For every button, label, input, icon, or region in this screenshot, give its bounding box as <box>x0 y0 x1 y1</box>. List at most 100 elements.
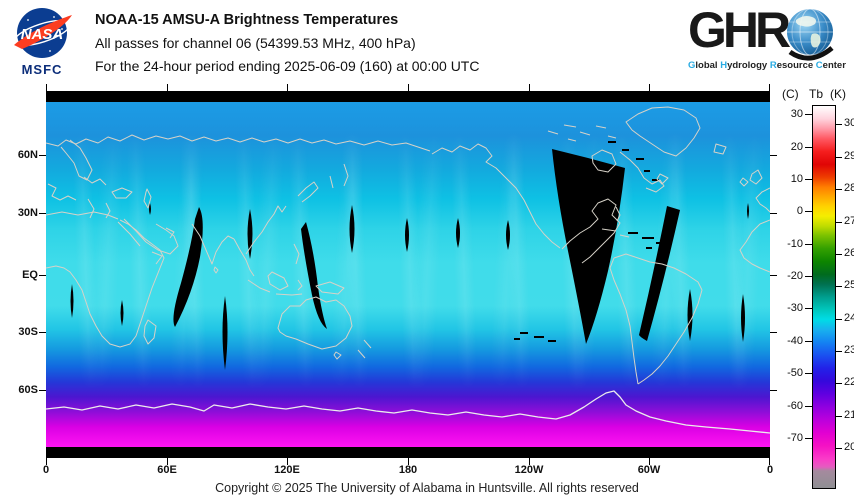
page-title: NOAA-15 AMSU-A Brightness Temperatures <box>95 12 399 28</box>
y-axis-tick <box>770 332 777 333</box>
x-axis-tick <box>46 458 47 465</box>
x-axis-tick <box>769 84 770 91</box>
coastline-overlay <box>46 106 770 385</box>
kelvin-tick <box>836 124 842 125</box>
kelvin-tick-label: 300 <box>844 117 854 129</box>
x-axis-tick <box>167 458 168 465</box>
colorbar-title: Tb <box>809 87 824 101</box>
y-axis-label: EQ <box>22 269 38 281</box>
y-axis-tick <box>770 390 777 391</box>
celsius-tick-label: -60 <box>787 400 803 412</box>
antarctica-coastline <box>46 390 770 434</box>
x-axis-label: 120W <box>514 464 544 476</box>
map-temperature-field <box>46 91 770 458</box>
y-axis-tick <box>39 390 46 391</box>
celsius-tick <box>805 308 812 309</box>
kelvin-tick <box>836 383 842 384</box>
kelvin-tick-label: 230 <box>844 344 854 356</box>
celsius-tick-label: -50 <box>787 367 803 379</box>
y-axis-label: 30S <box>18 326 38 338</box>
msfc-label: MSFC <box>21 62 63 77</box>
kelvin-tick <box>836 416 842 417</box>
y-axis-tick <box>39 213 46 214</box>
celsius-tick-label: 30 <box>790 108 803 120</box>
kelvin-tick-label: 200 <box>844 441 854 453</box>
celsius-tick-label: 0 <box>796 205 803 217</box>
x-axis-tick <box>649 458 650 465</box>
y-axis-tick <box>770 275 777 276</box>
colorbar <box>812 105 836 489</box>
x-axis-label: 180 <box>398 464 418 476</box>
y-axis-label: 60N <box>17 149 38 161</box>
celsius-tick-label: 10 <box>790 173 803 185</box>
celsius-tick <box>805 373 812 374</box>
kelvin-tick <box>836 189 842 190</box>
map-overlay <box>46 91 770 458</box>
north-no-data-band <box>46 91 770 102</box>
celsius-tick <box>805 276 812 277</box>
x-axis-label: 60W <box>637 464 661 476</box>
colorbar-kelvin-unit: (K) <box>830 87 846 101</box>
celsius-tick-label: -10 <box>787 238 803 250</box>
ghrc-logo: GHRC Global Hydrology Resource Center <box>688 2 846 74</box>
header-text: NOAA-15 AMSU-A Brightness Temperatures A… <box>95 9 479 78</box>
x-axis-tick <box>46 84 47 91</box>
south-no-data-band <box>46 447 770 458</box>
celsius-tick <box>805 114 812 115</box>
celsius-tick-label: 20 <box>790 141 803 153</box>
kelvin-tick <box>836 157 842 158</box>
nasa-logo-icon: NASA <box>13 8 72 58</box>
celsius-tick-label: -30 <box>787 302 803 314</box>
no-data-gaps <box>70 141 749 370</box>
celsius-tick <box>805 341 812 342</box>
x-axis-label: 120E <box>274 464 300 476</box>
y-axis-label: 60S <box>18 384 38 396</box>
period-subtitle: For the 24-hour period ending 2025-06-09… <box>95 58 480 74</box>
celsius-tick <box>805 244 812 245</box>
kelvin-tick <box>836 254 842 255</box>
colorbar-celsius-unit: (C) <box>782 87 799 101</box>
x-axis-tick <box>649 84 650 91</box>
kelvin-tick-label: 280 <box>844 182 854 194</box>
copyright-text: Copyright © 2025 The University of Alaba… <box>215 481 639 495</box>
kelvin-tick <box>836 351 842 352</box>
x-axis-tick <box>287 458 288 465</box>
channel-subtitle: All passes for channel 06 (54399.53 MHz,… <box>95 35 416 51</box>
celsius-tick-label: -20 <box>787 270 803 282</box>
x-axis-tick <box>769 458 770 465</box>
x-axis-label: 0 <box>42 464 50 476</box>
y-axis-label: 30N <box>17 207 38 219</box>
kelvin-tick-label: 290 <box>844 150 854 162</box>
y-axis-tick <box>39 332 46 333</box>
celsius-tick <box>805 147 812 148</box>
kelvin-tick <box>836 222 842 223</box>
kelvin-tick-label: 260 <box>844 247 854 259</box>
kelvin-tick-label: 210 <box>844 409 854 421</box>
ghrc-tagline: Global Hydrology Resource Center <box>688 60 846 71</box>
x-axis-label: 0 <box>766 464 774 476</box>
world-map-plot <box>46 91 770 458</box>
celsius-tick <box>805 438 812 439</box>
x-axis-tick <box>529 458 530 465</box>
x-axis-tick <box>167 84 168 91</box>
x-axis-tick <box>408 84 409 91</box>
x-axis-tick <box>529 84 530 91</box>
x-axis-tick <box>287 84 288 91</box>
x-axis-label: 60E <box>157 464 177 476</box>
celsius-tick <box>805 179 812 180</box>
y-axis-tick <box>39 275 46 276</box>
celsius-tick <box>805 211 812 212</box>
kelvin-tick-label: 270 <box>844 215 854 227</box>
celsius-tick-label: -40 <box>787 335 803 347</box>
y-axis-tick <box>770 213 777 214</box>
globe-icon <box>787 8 834 61</box>
kelvin-tick-label: 220 <box>844 376 854 388</box>
x-axis-tick <box>408 458 409 465</box>
svg-text:NASA: NASA <box>21 26 64 43</box>
kelvin-tick <box>836 319 842 320</box>
celsius-tick <box>805 406 812 407</box>
celsius-tick-label: -70 <box>787 432 803 444</box>
y-axis-tick <box>770 155 777 156</box>
swath-streaks-overlay <box>46 131 770 391</box>
kelvin-tick <box>836 286 842 287</box>
